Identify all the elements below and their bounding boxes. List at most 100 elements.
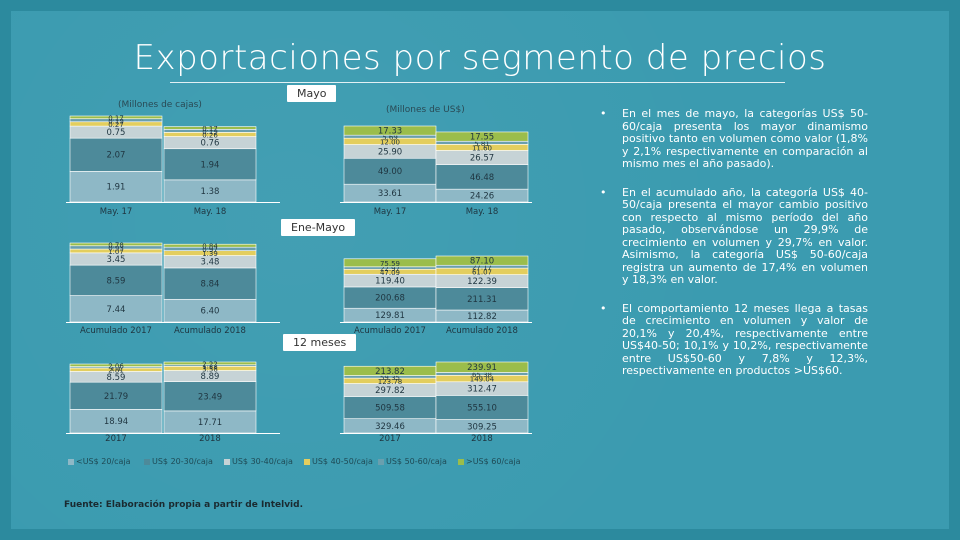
data-label: 200.68 <box>375 294 405 304</box>
bar-segment <box>163 381 257 412</box>
data-label: 22.97 <box>380 265 400 273</box>
data-label: 149.04 <box>470 376 495 384</box>
bullet-icon: • <box>600 107 607 120</box>
bar-segment <box>69 115 163 120</box>
bar-segment <box>69 363 163 367</box>
page-title: Exportaciones por segmento de precios <box>133 38 827 78</box>
data-label: 3.38 <box>202 365 218 373</box>
category-label: 2017 <box>105 434 127 444</box>
bar-segment <box>163 148 257 181</box>
bullet-item-2: • En el acumulado año, la categoría US$ 4… <box>600 185 868 286</box>
data-label: 5.81 <box>474 140 490 148</box>
data-label: 555.10 <box>467 403 497 413</box>
data-label: 3.45 <box>107 255 126 265</box>
category-label: Acumulado 2018 <box>174 326 246 336</box>
legend-swatch <box>304 458 310 465</box>
unit-label-usd: (Millones de US$) <box>386 105 465 115</box>
data-label: 8.59 <box>107 373 126 383</box>
data-label: 129.81 <box>375 311 405 321</box>
category-label: Acumulado 2017 <box>354 326 426 336</box>
data-label: 309.25 <box>467 422 497 432</box>
bar-segment <box>435 255 529 266</box>
data-label: 2.22 <box>202 360 218 368</box>
data-label: 7.44 <box>107 305 126 315</box>
bullet-icon: • <box>600 301 607 315</box>
data-label: 17.71 <box>198 418 222 428</box>
category-label: 2018 <box>471 434 493 444</box>
data-label: 2.81 <box>108 367 124 375</box>
data-label: 61.07 <box>472 268 492 276</box>
data-label: 239.91 <box>467 363 497 373</box>
data-label: 0.75 <box>107 128 126 138</box>
data-label: 0.97 <box>202 246 218 254</box>
bar-segment <box>435 395 529 420</box>
data-label: 8.84 <box>201 280 220 290</box>
section-label-mayo: Mayo <box>287 85 337 102</box>
legend-item: <US$ 20/caja <box>68 457 131 466</box>
data-label: 17.33 <box>378 127 402 137</box>
data-label: 0.78 <box>108 241 124 249</box>
data-label: 33.61 <box>378 189 402 199</box>
data-label: 75.59 <box>380 260 400 268</box>
category-label: 2018 <box>199 434 221 444</box>
bar-segment <box>435 131 529 142</box>
bar-segment <box>343 157 437 185</box>
data-label: 0.27 <box>108 121 124 129</box>
data-label: 0.84 <box>202 243 218 251</box>
data-label: 112.82 <box>467 312 497 322</box>
data-label: 122.39 <box>467 277 497 287</box>
data-label: 8.59 <box>107 276 126 286</box>
data-label: 25.90 <box>378 147 402 157</box>
data-label: 26.57 <box>470 154 494 164</box>
bar-segment <box>163 243 257 248</box>
data-label: 0.17 <box>202 125 218 133</box>
data-label: 1.38 <box>201 187 220 197</box>
legend-item: US$ 30-40/caja <box>224 457 293 466</box>
data-label: 11.60 <box>472 144 492 152</box>
data-label: 18.94 <box>104 417 128 427</box>
bar-segment <box>69 264 163 296</box>
data-label: 0.26 <box>202 131 218 139</box>
data-label: 509.58 <box>375 404 405 414</box>
data-label: 27.17 <box>472 264 492 272</box>
bullet-item-3: • El comportamiento 12 meses llega a tasa… <box>600 301 868 377</box>
data-label: 211.31 <box>467 295 497 305</box>
data-label: 2.06 <box>108 362 124 370</box>
bar-segment <box>163 267 257 300</box>
title-divider <box>170 82 785 83</box>
data-label: 297.82 <box>375 386 405 396</box>
data-label: 8.89 <box>201 372 220 382</box>
legend-swatch <box>458 458 464 465</box>
bar-segment <box>343 125 437 136</box>
data-label: 0.17 <box>108 114 124 122</box>
legend-swatch <box>68 458 74 465</box>
bar-segment <box>69 171 163 203</box>
data-label: 1.91 <box>107 183 126 193</box>
data-label: 0.76 <box>201 139 220 149</box>
bar-segment <box>69 242 163 247</box>
bullet-icon: • <box>600 185 607 199</box>
category-label: Acumulado 2017 <box>80 326 152 336</box>
data-label: 12.00 <box>380 138 400 146</box>
section-label-12-meses: 12 meses <box>283 334 357 351</box>
bar-segment <box>69 295 163 323</box>
data-label: 123.78 <box>378 378 403 386</box>
category-label: May. 18 <box>194 207 227 217</box>
data-label: 87.10 <box>470 257 494 267</box>
data-label: 1.39 <box>202 250 218 258</box>
source-note: Fuente: Elaboración propia a partir de I… <box>64 500 304 510</box>
data-label: 6.40 <box>201 307 220 317</box>
bar-segment <box>69 137 163 172</box>
legend-swatch <box>144 458 150 465</box>
data-label: 1.22 <box>202 363 218 371</box>
data-label: 1.07 <box>108 248 124 256</box>
data-label: 0.93 <box>108 244 124 252</box>
legend-item: US$ 20-30/caja <box>144 457 213 466</box>
data-label: 312.47 <box>467 385 497 395</box>
unit-label-cajas: (Millones de cajas) <box>118 100 202 110</box>
bar-segment <box>69 381 163 410</box>
category-label: May. 18 <box>466 207 499 217</box>
data-label: 329.46 <box>375 422 405 432</box>
data-label: 1.94 <box>201 160 220 170</box>
